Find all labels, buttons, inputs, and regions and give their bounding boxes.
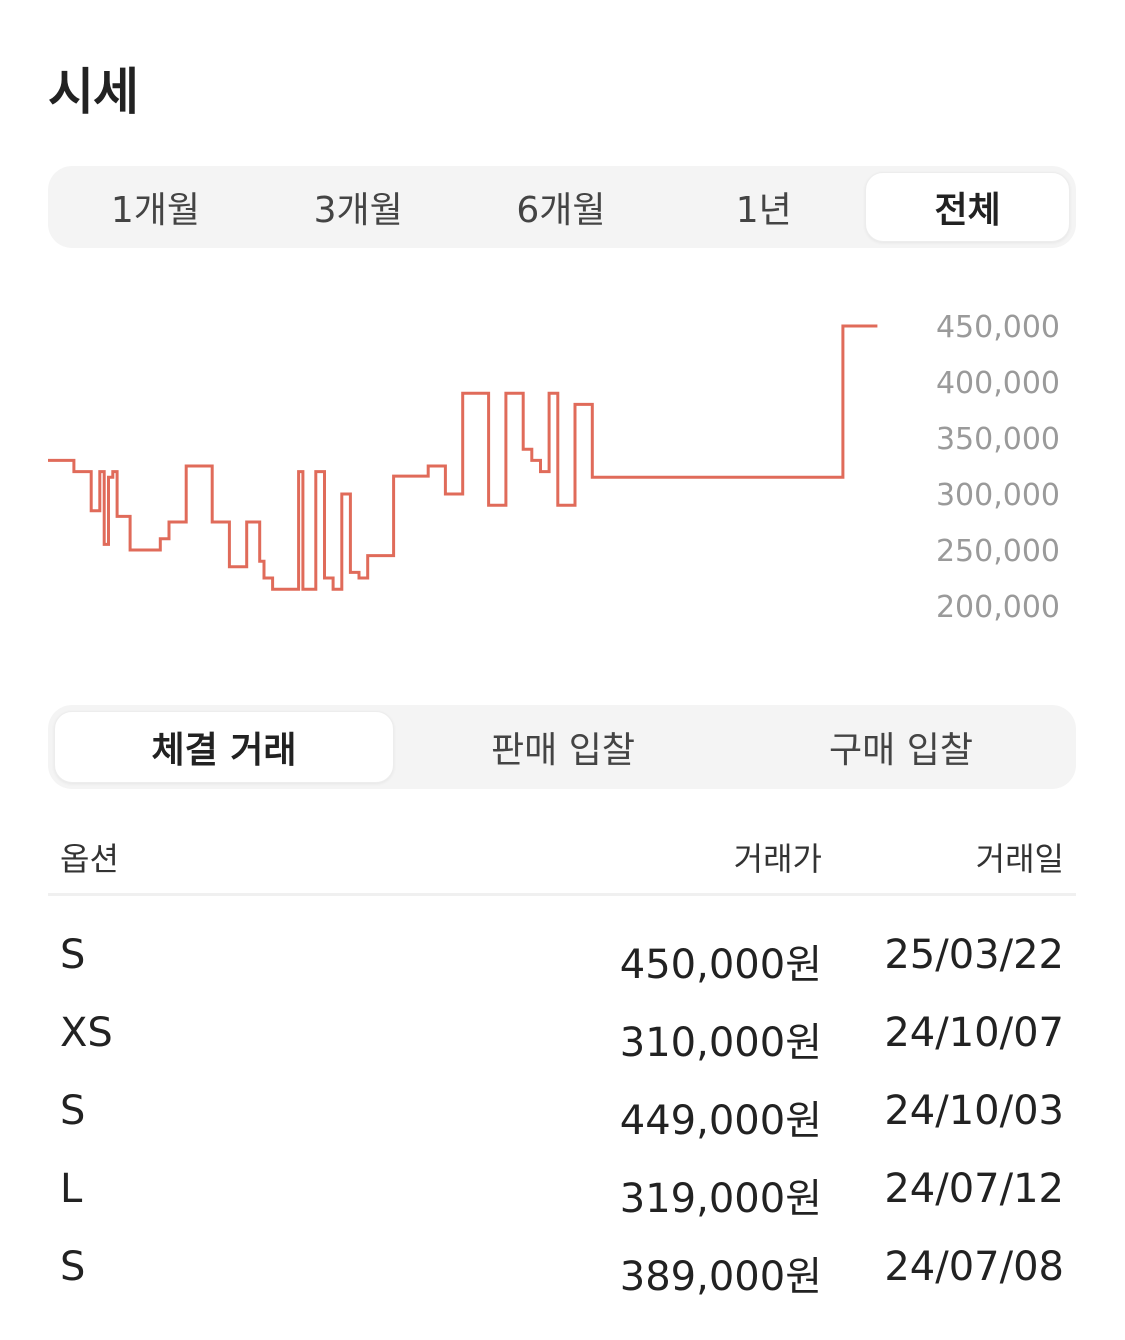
row-price: 319,000원 xyxy=(619,1176,822,1222)
period-option-3m[interactable]: 3개월 xyxy=(313,190,403,231)
table-row: L 319,000원 24/07/12 xyxy=(48,1154,1076,1232)
period-option-1m[interactable]: 1개월 xyxy=(110,190,200,231)
price-chart: 450,000 400,000 350,000 300,000 250,000 200,0… xyxy=(48,310,1060,625)
row-price: 450,000원 xyxy=(619,942,822,988)
period-option-all[interactable]: 전체 xyxy=(865,172,1070,242)
tab-sell-bids[interactable]: 판매 입찰 xyxy=(491,730,635,771)
row-option: S xyxy=(60,1244,86,1290)
trade-list: S 450,000원 25/03/22 XS 310,000원 24/10/07… xyxy=(48,920,1076,1310)
row-date: 24/07/12 xyxy=(884,1166,1064,1212)
row-price: 449,000원 xyxy=(619,1098,822,1144)
y-tick-label: 450,000 xyxy=(936,310,1060,345)
y-tick-label: 200,000 xyxy=(936,590,1060,625)
y-tick-label: 300,000 xyxy=(936,478,1060,513)
page-title: 시세 xyxy=(48,63,139,121)
header-option: 옵션 xyxy=(60,840,119,878)
period-option-6m[interactable]: 6개월 xyxy=(516,190,606,231)
period-selector: 1개월 3개월 6개월 1년 전체 xyxy=(48,166,1076,248)
y-tick-label: 250,000 xyxy=(936,534,1060,569)
table-row: S 449,000원 24/10/03 xyxy=(48,1076,1076,1154)
row-date: 24/07/08 xyxy=(884,1244,1064,1290)
price-line-series xyxy=(48,324,878,591)
table-row: S 389,000원 24/07/08 xyxy=(48,1232,1076,1310)
row-date: 24/10/07 xyxy=(884,1010,1064,1056)
row-date: 24/10/03 xyxy=(884,1088,1064,1134)
tab-completed-trades[interactable]: 체결 거래 xyxy=(54,711,394,783)
table-row: XS 310,000원 24/10/07 xyxy=(48,998,1076,1076)
y-tick-label: 400,000 xyxy=(936,366,1060,401)
row-option: S xyxy=(60,932,86,978)
table-header: 옵션 거래가 거래일 xyxy=(48,830,1076,896)
header-date: 거래일 xyxy=(975,840,1064,878)
tab-buy-bids[interactable]: 구매 입찰 xyxy=(829,730,973,771)
period-option-1y[interactable]: 1년 xyxy=(735,190,792,231)
trade-type-selector: 체결 거래 판매 입찰 구매 입찰 xyxy=(48,705,1076,789)
row-option: S xyxy=(60,1088,86,1134)
row-option: L xyxy=(60,1166,83,1212)
row-option: XS xyxy=(60,1010,113,1056)
row-date: 25/03/22 xyxy=(884,932,1064,978)
y-tick-label: 350,000 xyxy=(936,422,1060,457)
row-price: 310,000원 xyxy=(619,1020,822,1066)
row-price: 389,000원 xyxy=(619,1254,822,1300)
table-row: S 450,000원 25/03/22 xyxy=(48,920,1076,998)
header-price: 거래가 xyxy=(733,840,822,878)
